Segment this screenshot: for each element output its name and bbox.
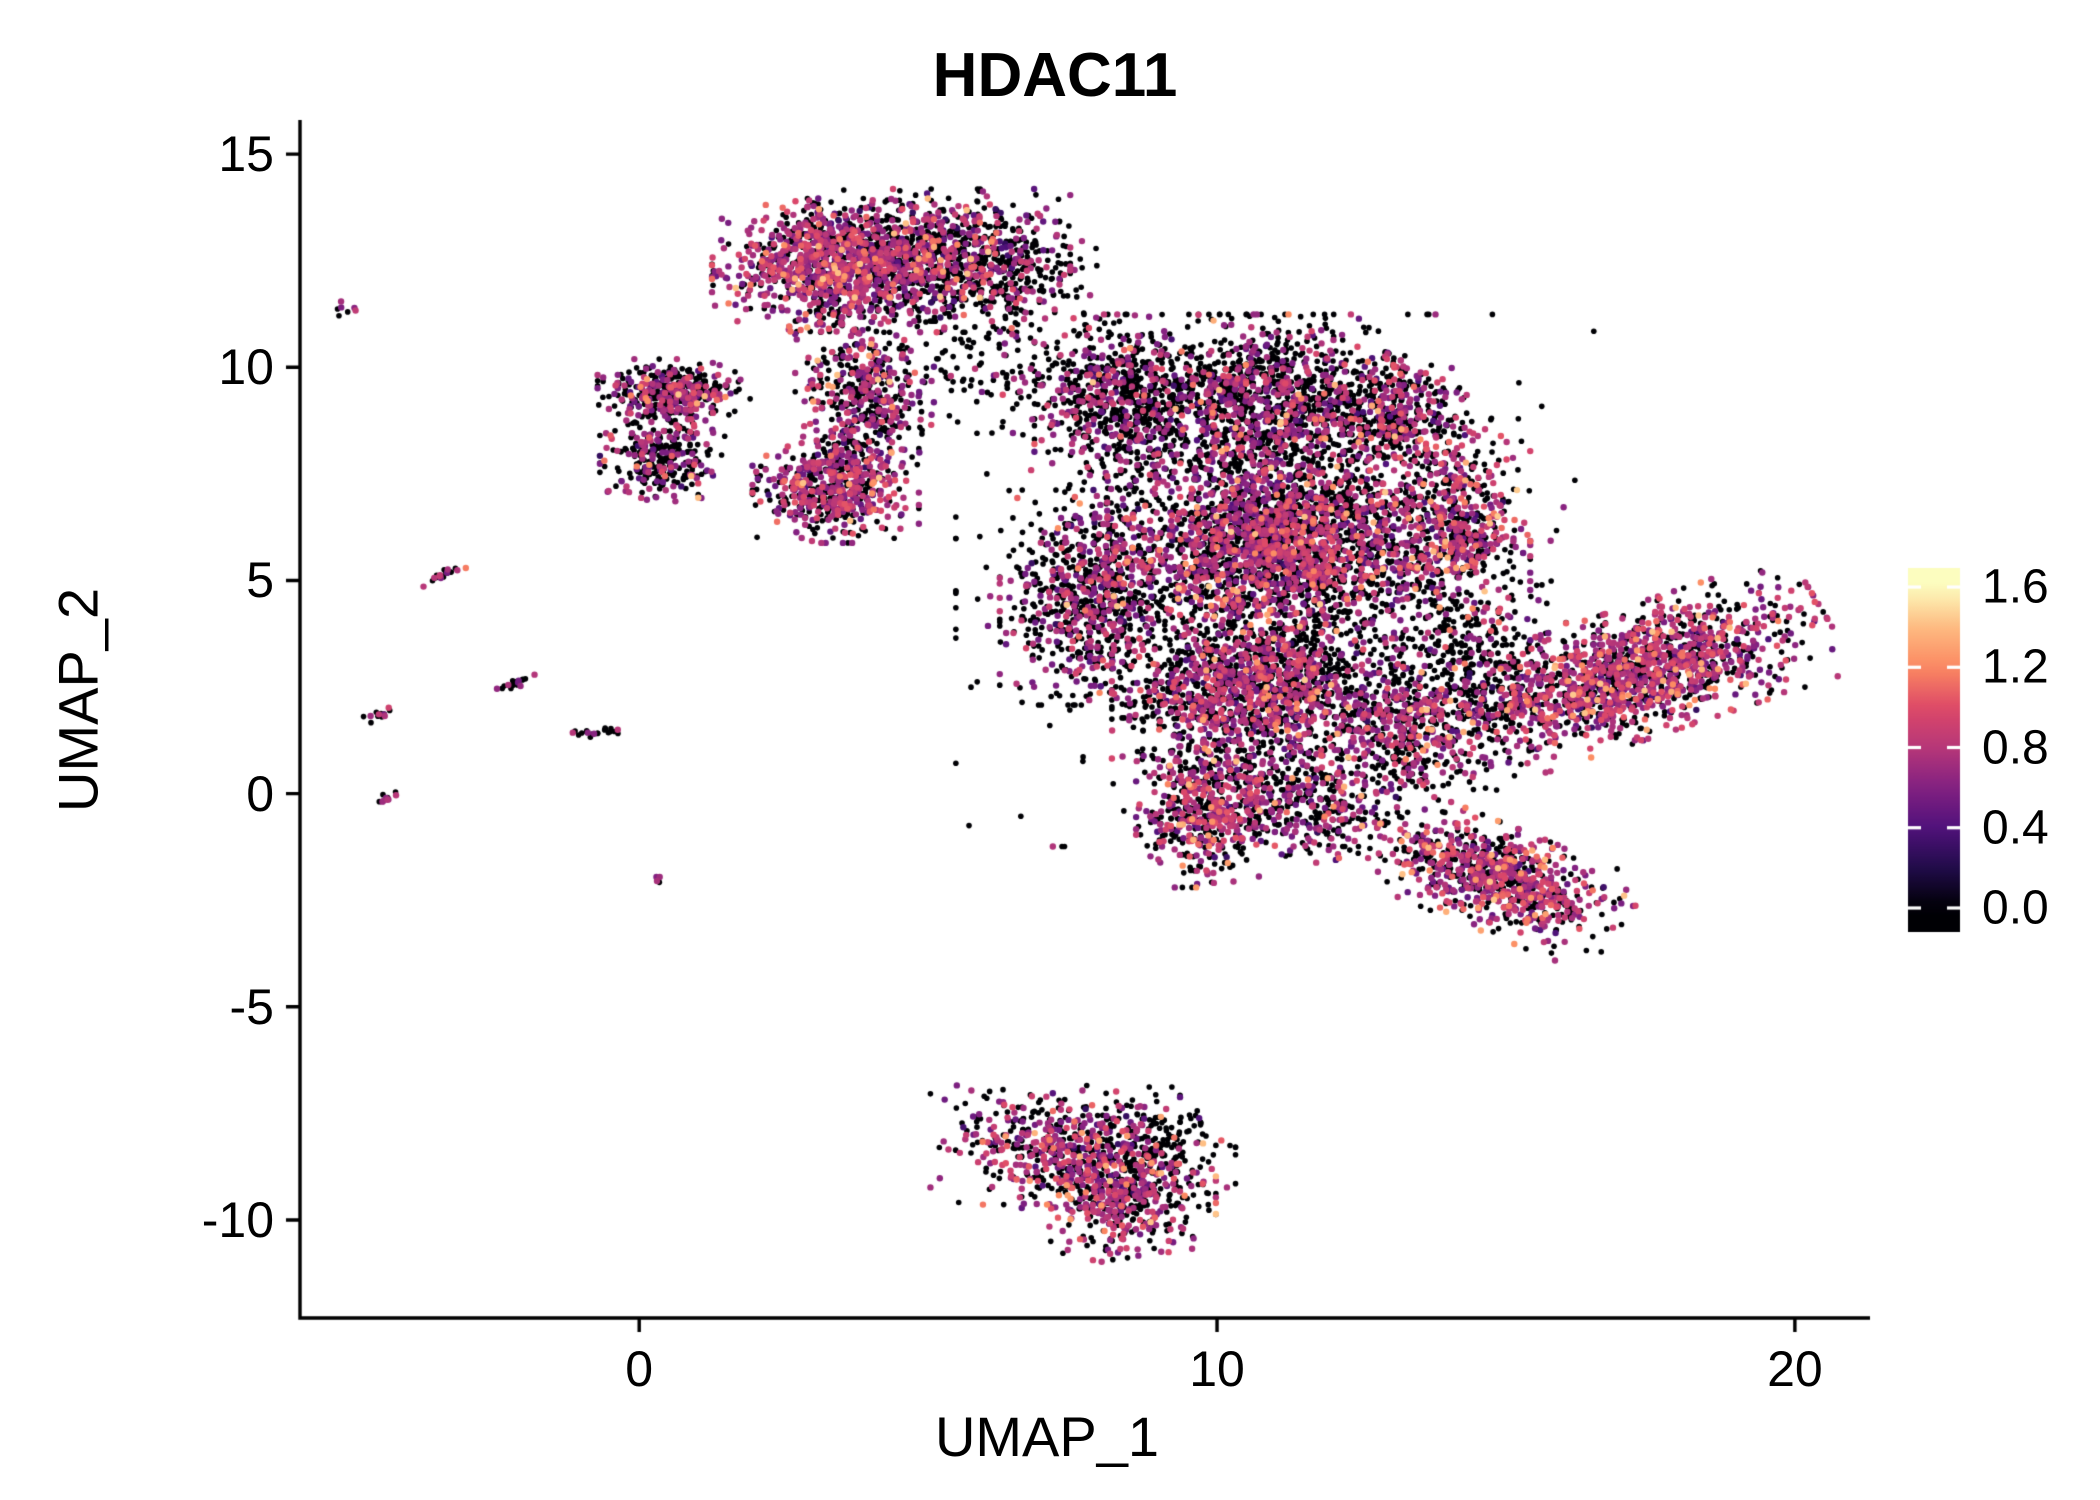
colorbar-tick-label: 1.2: [1982, 640, 2049, 694]
colorbar-tick-label: 1.6: [1982, 560, 2049, 614]
y-tick-label: 10: [218, 339, 274, 396]
y-tick-label: -10: [201, 1191, 274, 1248]
x-tick-label: 10: [1189, 1341, 1245, 1397]
colorbar-tick-label: 0.8: [1982, 721, 2049, 774]
colorbar-tick-label: 0.0: [1982, 881, 2049, 935]
x-tick-label: 0: [625, 1341, 654, 1397]
y-axis-label: UMAP_2: [46, 587, 110, 813]
y-tick-label: 15: [218, 126, 274, 183]
y-tick-label: 5: [246, 552, 274, 609]
plot-title: HDAC11: [932, 41, 1178, 110]
y-tick-label: -5: [229, 978, 274, 1035]
x-tick-label: 20: [1767, 1341, 1823, 1397]
y-tick-label: 0: [246, 765, 274, 822]
colorbar-tick-label: 0.4: [1982, 801, 2049, 855]
x-axis-label: UMAP_1: [934, 1405, 1160, 1468]
